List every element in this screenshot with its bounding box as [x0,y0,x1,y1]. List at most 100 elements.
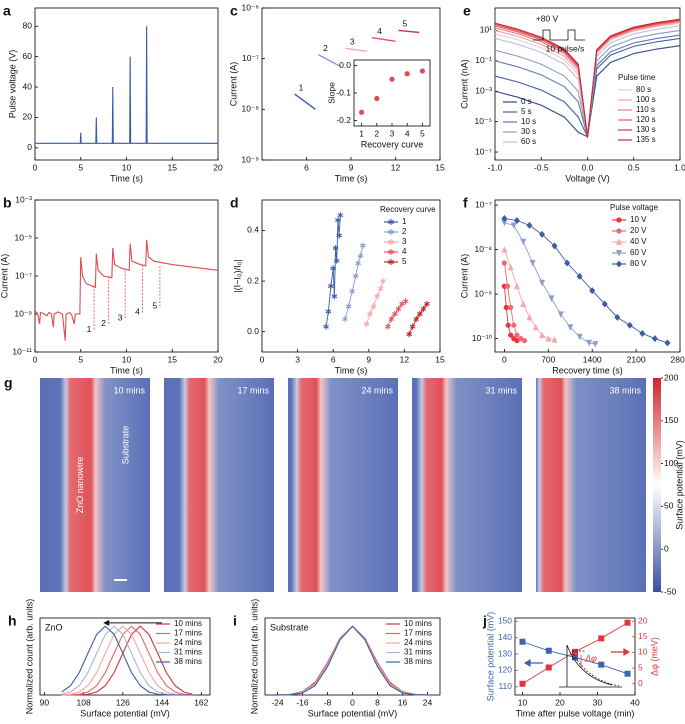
x-tick-label: 5 [78,354,83,364]
y-tick-label: 10⁻¹¹ [12,346,32,356]
series-line [35,26,218,144]
plot-frame [514,617,636,696]
marker [370,303,377,310]
marker [359,242,366,249]
annotation: +80 V [536,13,559,23]
legend-marker [388,229,394,235]
marker [601,300,608,308]
marker [567,324,574,331]
legend-label: 80 s [636,85,651,94]
marker [384,323,391,330]
x-tick-label: 90 [40,697,50,707]
marker [557,311,564,318]
marker [342,316,348,323]
marker [532,323,539,331]
marker [504,283,511,289]
series-line [371,36,396,43]
marker [395,305,402,312]
marker [576,272,583,280]
panel-letter: g [4,375,13,391]
panel-letter: f [463,195,468,211]
marker [327,283,334,290]
marker [508,332,514,338]
x-tick-label: 0 [502,354,507,364]
y-tick-label: 10⁻⁷ [475,146,492,156]
time-label: 31 mins [485,385,517,395]
marker [510,222,517,229]
legend-label: 10 mins [404,619,432,628]
x-tick-label: 6 [331,354,336,364]
red-arrow [611,647,631,657]
marker [416,311,423,317]
marker [664,339,671,347]
y-tick-label: 60 [23,51,33,61]
x-tick-label: 2 [374,128,379,138]
marker [586,339,593,347]
legend-label: 10 s [521,117,536,126]
legend-label: 100 s [636,95,656,104]
y-axis-label: Pulse voltage (V) [7,50,17,119]
marker [598,635,605,642]
series-label: 2 [323,43,328,53]
series-label: 3 [350,37,355,47]
x-tick-label: 0.5 [628,162,640,172]
marker [325,308,332,315]
marker [377,285,384,292]
potential-map [288,378,398,592]
series-label: 5 [402,19,407,29]
y-tick-label: -0.1 [336,87,351,97]
x-axis-label: Voltage (V) [565,173,610,183]
x-axis-label: Recovery curve [361,139,424,149]
legend-label: 38 mins [174,657,202,666]
legend-marker [616,228,622,234]
x-tick-label: 15 [435,162,445,172]
y-tick-label: 10⁻⁷ [242,53,259,63]
x-tick-label: 0 [350,697,355,707]
potential-map [40,378,150,592]
x-tick-label: 20 [213,354,223,364]
inset-sketch-dash [571,650,620,687]
marker [564,259,571,267]
recovery-label: 4 [135,307,140,317]
pulse-sketch [533,29,585,41]
marker [507,263,514,271]
marker [402,298,409,305]
marker [337,212,344,219]
marker [501,260,508,266]
y-tick-label: 10⁻⁹ [14,308,32,318]
x-tick-label: 20 [213,162,223,172]
marker [355,260,361,267]
marker [598,661,605,668]
x-axis-label: Time (s) [110,173,143,183]
recovery-label: 1 [87,324,92,334]
colorbar-tick-label: 0 [664,543,669,553]
x-tick-label: 30 [593,697,603,707]
series-line [61,625,193,696]
marker [374,293,380,300]
colorbar [653,378,661,592]
x-axis-label: Time (s) [335,365,368,375]
series-label: 4 [377,26,382,36]
inset-background [354,60,430,126]
time-label: 24 mins [361,385,393,395]
series-line [277,625,428,696]
y-tick-label: 40 [23,81,33,91]
legend-label: 5 s [521,107,532,116]
y2-tick-label: 0 [638,678,643,688]
legend-label: 20 V [630,226,647,235]
marker [520,300,527,307]
y-tick-label: 0 [27,142,32,152]
x-tick-label: 9 [366,354,371,364]
y-axis-label: Normalized count (arb. units) [24,599,34,715]
blue-arrow [523,658,543,668]
y-axis-label: Current (nA) [459,59,469,109]
marker [529,259,536,267]
legend-label: 130 s [636,125,656,134]
annotation: 10 pulse/s [546,43,585,53]
y-tick-label: 10¹ [480,25,492,35]
x-tick-label: 0.0 [582,162,594,172]
y-axis-label: Surface potential (mV) [485,612,495,702]
marker [388,316,395,323]
legend-marker [388,249,394,255]
